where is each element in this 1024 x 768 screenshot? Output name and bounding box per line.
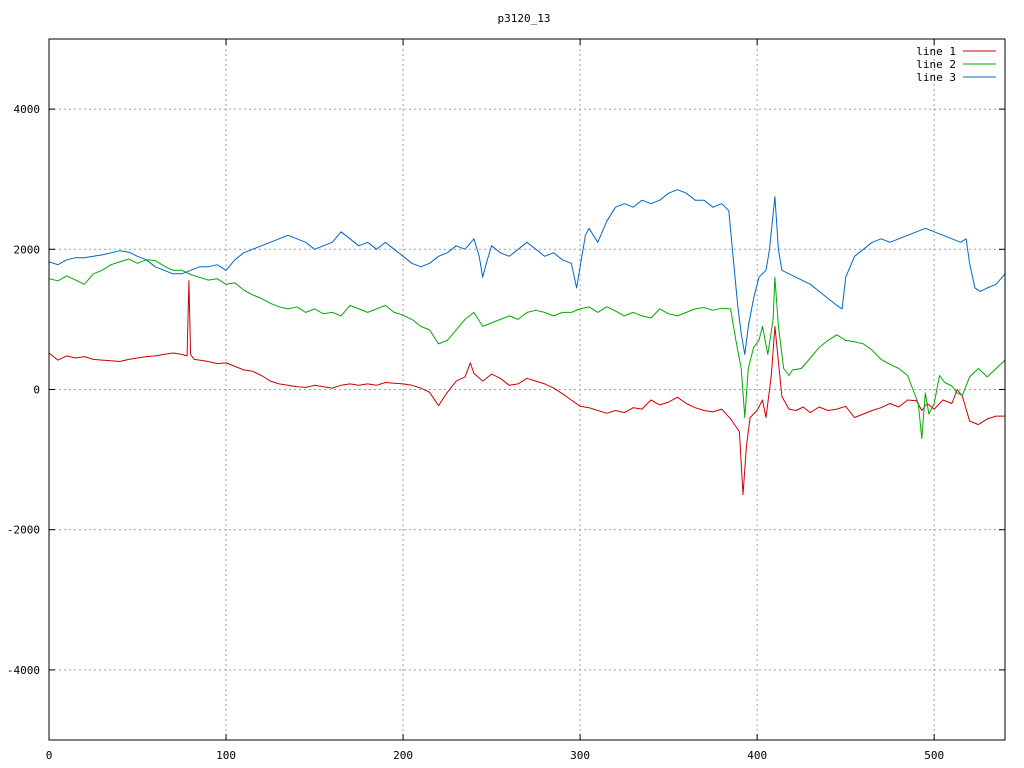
- y-tick-label: 4000: [14, 103, 41, 116]
- x-tick-label: 400: [747, 749, 767, 762]
- series-line: [48, 258, 1006, 440]
- x-tick-label: 100: [216, 749, 236, 762]
- plot-frame: [48, 38, 1006, 741]
- series-lines: [48, 189, 1006, 496]
- legend-label: line 3: [916, 71, 956, 84]
- x-tick-label: 300: [570, 749, 590, 762]
- series-line: [48, 280, 1005, 496]
- chart-title: p3120_13: [498, 12, 551, 25]
- x-tick-label: 200: [393, 749, 413, 762]
- y-tick-label: -4000: [7, 664, 40, 677]
- axis-ticks: 0 100 200 300 400 500 -4000 -2000 0 2000 4000: [7, 39, 1005, 762]
- y-tick-label: 0: [33, 384, 40, 397]
- x-tick-label: 0: [46, 749, 53, 762]
- y-tick-label: -2000: [7, 524, 40, 537]
- grid-lines: [49, 39, 1005, 740]
- y-tick-label: 2000: [14, 243, 41, 256]
- legend-label: line 2: [916, 58, 956, 71]
- series-line: [48, 189, 1006, 355]
- legend-label: line 1: [916, 45, 956, 58]
- x-tick-label: 500: [924, 749, 944, 762]
